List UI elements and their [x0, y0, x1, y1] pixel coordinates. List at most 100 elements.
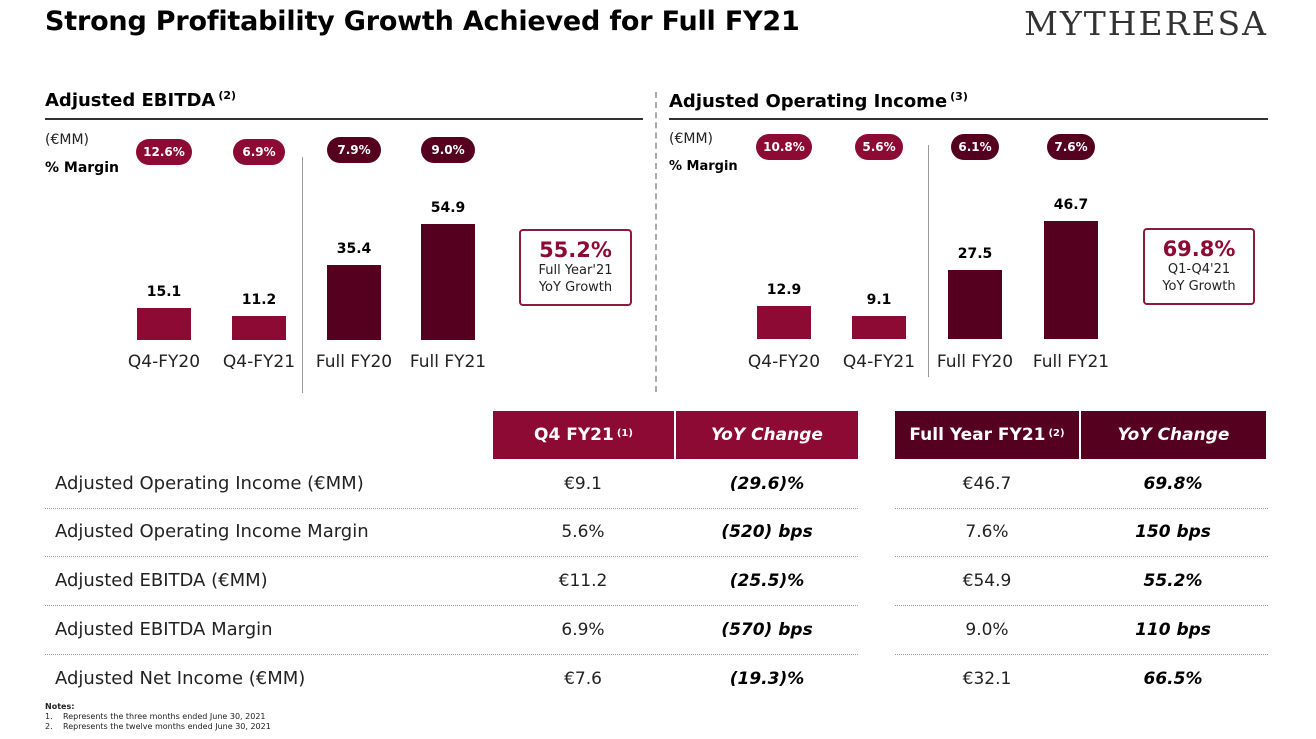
bar-value-label: 27.5 [957, 245, 993, 262]
aoi-growth-line2: YoY Growth [1162, 279, 1236, 294]
table-row-divider [895, 654, 1268, 655]
table-cell: €54.9 [962, 571, 1012, 591]
ebitda-growth-line2: YoY Growth [538, 280, 613, 295]
table-cell: (520) bps [721, 522, 813, 542]
table-row-divider [45, 508, 858, 509]
table-cell: €46.7 [962, 474, 1012, 494]
note-num: 1. [45, 712, 53, 721]
margin-pill: 6.9% [233, 139, 285, 165]
aoi-section-rule [669, 118, 1268, 120]
ebitda-unit-label: (€MM) [45, 132, 89, 148]
bar [232, 316, 286, 340]
table-row-label: Adjusted Operating Income Margin [55, 521, 369, 542]
mytheresa-logo: MYTHERESA [1024, 4, 1268, 43]
aoi-growth-box: 69.8% Q1-Q4'21 YoY Growth [1143, 228, 1255, 305]
bar-value-label: 9.1 [866, 292, 892, 308]
category-label: Full FY20 [315, 352, 393, 372]
table-cell: 7.6% [965, 522, 1009, 542]
table-cell: 110 bps [1135, 620, 1211, 640]
margin-pill: 12.6% [136, 139, 192, 165]
aoi-title-text: Adjusted Operating Income [669, 91, 948, 112]
table-header-q4-text: Q4 FY21 [534, 425, 614, 445]
table-cell: €9.1 [564, 474, 602, 494]
table-cell: (19.3)% [729, 669, 805, 689]
category-label: Full FY21 [409, 352, 487, 372]
ebitda-growth-pct: 55.2% [539, 238, 612, 262]
table-cell: €32.1 [962, 669, 1012, 689]
note-item: 1. Represents the three months ended June… [45, 712, 271, 722]
bar-value-label: 11.2 [241, 292, 277, 309]
margin-pill: 7.9% [327, 137, 381, 163]
table-cell: (570) bps [721, 620, 813, 640]
table-header-q4-yoy: YoY Change [676, 411, 858, 459]
note-item: 2. Represents the twelve months ended Jun… [45, 722, 271, 732]
ebitda-title-note: (2) [218, 89, 237, 102]
table-header-q4: Q4 FY21 (1) [493, 411, 674, 459]
table-cell: 6.9% [561, 620, 605, 640]
bar-value-label: 54.9 [430, 200, 466, 216]
table-cell: 66.5% [1143, 669, 1203, 689]
ebitda-divider [302, 157, 303, 393]
bar-value-label: 15.1 [146, 284, 182, 301]
table-row-divider [45, 605, 858, 606]
aoi-margin-label: % Margin [669, 159, 738, 174]
table-cell: €7.6 [564, 669, 602, 689]
note-text: Represents the three months ended June 3… [63, 712, 266, 721]
table-row-label: Adjusted EBITDA Margin [55, 619, 273, 640]
table-cell: 69.8% [1143, 474, 1203, 494]
aoi-unit-label: (€MM) [669, 131, 713, 147]
table-cell: (29.6)% [729, 474, 805, 494]
table-row-divider [45, 654, 858, 655]
category-label: Q4-FY20 [747, 352, 821, 372]
table-cell: (25.5)% [729, 571, 805, 591]
notes-title: Notes: [45, 702, 75, 711]
margin-pill: 6.1% [951, 134, 999, 160]
table-cell: 5.6% [561, 522, 605, 542]
table-row-divider [895, 508, 1268, 509]
bar-value-label: 35.4 [336, 241, 372, 258]
charts-separator [655, 92, 657, 392]
bar [1044, 221, 1098, 339]
margin-pill: 10.8% [756, 134, 812, 160]
table-header-fy-yoy: YoY Change [1081, 411, 1266, 459]
category-label: Q4-FY21 [222, 352, 296, 372]
ebitda-growth-box: 55.2% Full Year'21 YoY Growth [519, 229, 632, 306]
bar [137, 308, 191, 340]
table-row-label: Adjusted Net Income (€MM) [55, 668, 306, 689]
aoi-divider [928, 145, 929, 377]
table-header-fy-text: Full Year FY21 [909, 425, 1046, 445]
table-header-q4-note: (1) [616, 427, 633, 439]
ebitda-title-text: Adjusted EBITDA [45, 90, 216, 111]
table-row-label: Adjusted EBITDA (€MM) [55, 570, 268, 591]
category-label: Full FY21 [1032, 352, 1110, 372]
category-label: Q4-FY20 [127, 352, 201, 372]
bar [948, 269, 1002, 339]
margin-pill: 7.6% [1047, 134, 1095, 160]
aoi-growth-line1: Q1-Q4'21 [1167, 262, 1231, 277]
bar [757, 306, 811, 339]
bar [852, 316, 906, 339]
table-row-divider [895, 556, 1268, 557]
table-cell: 55.2% [1143, 571, 1203, 591]
bar-value-label: 12.9 [766, 282, 802, 299]
page-title: Strong Profitability Growth Achieved for… [45, 6, 800, 37]
table-row-label: Adjusted Operating Income (€MM) [55, 473, 364, 494]
table-row-divider [45, 556, 858, 557]
ebitda-section-title: Adjusted EBITDA (2) [45, 89, 237, 111]
bar [327, 265, 381, 340]
footnotes: Notes: 1. Represents the three months end… [45, 702, 271, 732]
table-row-divider [895, 605, 1268, 606]
bar [421, 224, 475, 340]
aoi-section-title: Adjusted Operating Income (3) [669, 90, 968, 112]
table-cell: €11.2 [558, 571, 608, 591]
table-header-fy: Full Year FY21 (2) [895, 411, 1079, 459]
category-label: Q4-FY21 [842, 352, 916, 372]
table-cell: 9.0% [965, 620, 1009, 640]
margin-pill: 5.6% [855, 134, 903, 160]
aoi-growth-pct: 69.8% [1162, 237, 1236, 261]
ebitda-section-rule [45, 118, 643, 120]
note-text: Represents the twelve months ended June … [63, 722, 271, 731]
table-cell: 150 bps [1135, 522, 1211, 542]
category-label: Full FY20 [936, 352, 1014, 372]
ebitda-growth-line1: Full Year'21 [538, 263, 613, 278]
